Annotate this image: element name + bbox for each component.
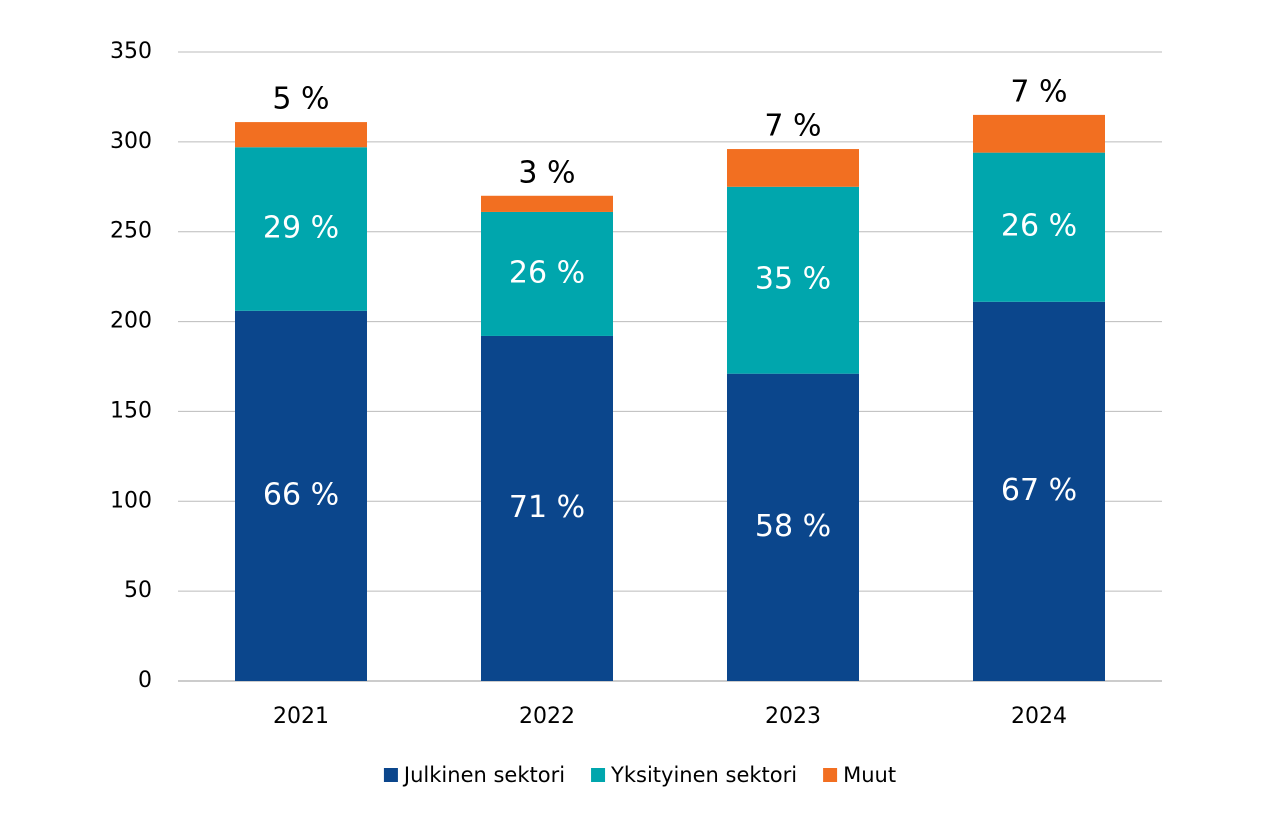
bar-segment <box>235 122 367 148</box>
legend-swatch <box>591 768 606 782</box>
share-label: 66 % <box>263 477 339 512</box>
share-label: 7 % <box>1010 74 1067 109</box>
legend-label: Yksityinen sektori <box>610 763 797 787</box>
bar-segment <box>481 195 613 212</box>
y-tick-label: 50 <box>124 578 152 603</box>
x-tick-label: 2024 <box>1011 704 1067 729</box>
y-tick-label: 100 <box>110 488 152 513</box>
share-label: 26 % <box>509 255 585 290</box>
legend-label: Muut <box>843 763 896 787</box>
bar-segment <box>235 147 367 311</box>
y-tick-label: 0 <box>138 668 152 693</box>
x-tick-label: 2022 <box>519 704 575 729</box>
share-label: 3 % <box>518 155 575 190</box>
share-label: 58 % <box>755 509 831 544</box>
y-tick-label: 150 <box>110 398 152 423</box>
share-label: 26 % <box>1001 209 1077 244</box>
bar-segment <box>727 373 859 681</box>
bar-segment <box>973 114 1105 153</box>
share-label: 7 % <box>764 109 821 144</box>
bar-segment <box>727 186 859 374</box>
bar-segment <box>481 335 613 681</box>
y-tick-label: 200 <box>110 309 152 334</box>
legend-label: Julkinen sektori <box>402 763 565 787</box>
x-tick-label: 2023 <box>765 704 821 729</box>
bar-segment <box>481 211 613 336</box>
legend-swatch <box>823 768 838 782</box>
x-tick-label: 2021 <box>273 704 329 729</box>
bar-segment <box>235 310 367 681</box>
share-label: 5 % <box>272 82 329 117</box>
share-label: 67 % <box>1001 473 1077 508</box>
share-label: 35 % <box>755 262 831 297</box>
y-tick-label: 350 <box>110 39 152 64</box>
y-tick-label: 300 <box>110 129 152 154</box>
share-label: 29 % <box>263 211 339 246</box>
y-tick-label: 250 <box>110 219 152 244</box>
bar-segment <box>727 149 859 187</box>
share-label: 71 % <box>509 490 585 525</box>
bar-segment <box>973 152 1105 302</box>
bar-segment <box>973 301 1105 681</box>
legend-swatch <box>383 768 398 782</box>
